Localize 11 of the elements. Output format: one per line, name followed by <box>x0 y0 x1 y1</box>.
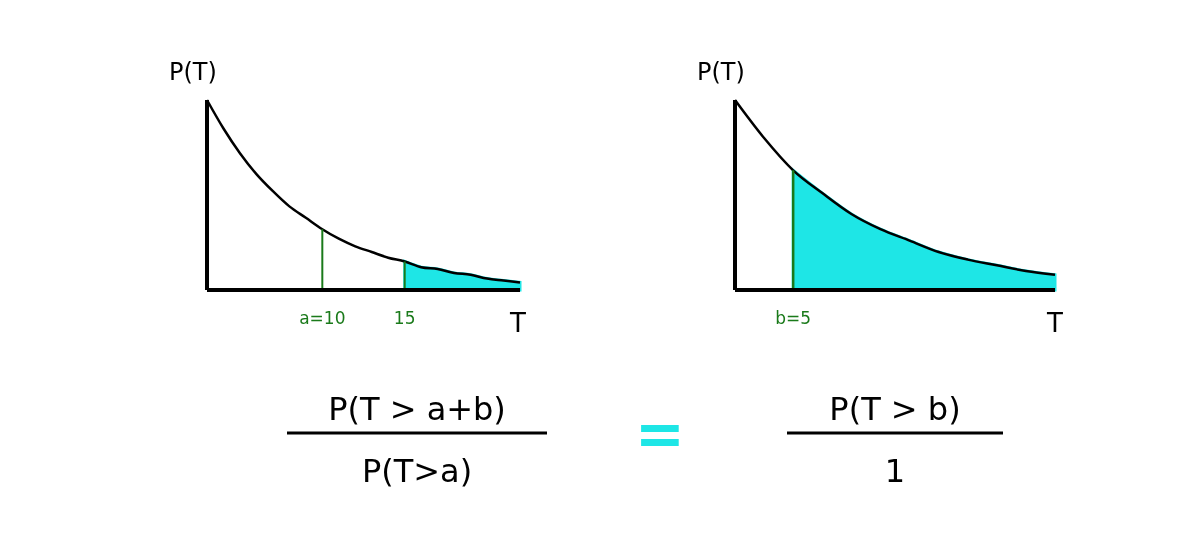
text: P(T > b) <box>829 390 961 428</box>
text: P(T>a) <box>361 452 473 490</box>
text: 1 <box>884 452 906 490</box>
text: = <box>634 399 686 469</box>
text: P(T > a+b) <box>328 390 506 428</box>
y-axis-title: P(T) <box>697 58 745 86</box>
y-axis-title: P(T) <box>169 58 217 86</box>
x-tick-label: a=10 <box>299 308 346 328</box>
x-tick-label: b=5 <box>775 308 812 328</box>
x-tick-label: 15 <box>393 308 416 328</box>
x-tick-label: T <box>1046 308 1064 338</box>
